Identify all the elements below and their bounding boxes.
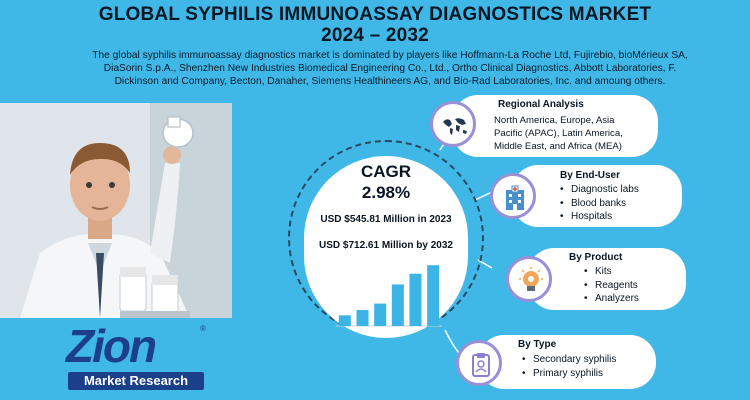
- chart-bar: [427, 265, 440, 326]
- product-list: Kits Reagents Analyzers: [584, 265, 639, 306]
- regional-title: Regional Analysis: [498, 99, 584, 110]
- logo-subtitle: Market Research: [83, 373, 189, 388]
- type-list: Secondary syphilis Primary syphilis: [522, 353, 616, 380]
- intro-line-3: Dickinson and Company, Becton, Danaher, …: [114, 76, 666, 87]
- clipboard-icon: [472, 353, 490, 377]
- list-item: Blood banks: [560, 197, 639, 211]
- logo-registered-mark: ®: [200, 324, 206, 333]
- lightbulb-gear-icon: [519, 267, 543, 291]
- logo-banner: [68, 372, 204, 390]
- cagr-label: CAGR: [360, 162, 412, 181]
- type-title: By Type: [518, 339, 557, 350]
- chart-bar: [409, 273, 422, 326]
- page-title: GLOBAL SYPHILIS IMMUNOASSAY DIAGNOSTICS …: [0, 4, 750, 46]
- end-user-icon-badge: [490, 173, 536, 219]
- product-title: By Product: [569, 252, 623, 263]
- intro-line-2: DiaSorin S.p.A., Shenzhen New Industries…: [103, 63, 677, 74]
- title-line-2: 2024 – 2032: [321, 25, 429, 46]
- end-user-title: By End-User: [560, 170, 621, 181]
- scientist-photo: [0, 103, 232, 318]
- regional-text: North America, Europe, Asia Pacific (APA…: [494, 114, 654, 153]
- zion-logo: Zion ® Market Research: [62, 322, 212, 396]
- market-size-2023: USD $545.81 Million in 2023: [320, 214, 452, 225]
- regional-line-2: Pacific (APAC), Latin America,: [494, 128, 623, 139]
- world-map-icon: [443, 118, 467, 135]
- market-size-2032: USD $712.61 Million by 2032: [319, 240, 453, 251]
- intro-line-1: The global syphilis immunoassay diagnost…: [92, 50, 688, 61]
- intro-text: The global syphilis immunoassay diagnost…: [40, 49, 740, 88]
- list-item: Reagents: [584, 279, 639, 293]
- list-item: Kits: [584, 265, 639, 279]
- regional-line-3: Middle East, and Africa (MEA): [494, 141, 622, 152]
- list-item: Diagnostic labs: [560, 183, 639, 197]
- chart-bar: [374, 303, 387, 326]
- scientist-illustration: [0, 103, 232, 318]
- end-user-list: Diagnostic labs Blood banks Hospitals: [560, 183, 639, 224]
- regional-icon-badge: [430, 101, 476, 147]
- product-icon-badge: [506, 256, 552, 302]
- chart-bar: [338, 315, 351, 326]
- title-line-1: GLOBAL SYPHILIS IMMUNOASSAY DIAGNOSTICS …: [98, 4, 652, 25]
- list-item: Secondary syphilis: [522, 353, 616, 367]
- type-icon-badge: [456, 340, 502, 386]
- chart-bar: [391, 284, 404, 326]
- chart-bar: [356, 310, 369, 326]
- list-item: Hospitals: [560, 210, 639, 224]
- cagr-value: 2.98%: [361, 183, 411, 202]
- regional-analysis-card: [452, 95, 658, 157]
- regional-line-1: North America, Europe, Asia: [494, 115, 615, 126]
- list-item: Analyzers: [584, 292, 639, 306]
- growth-bar-chart: [336, 265, 442, 327]
- hospital-building-icon: [506, 185, 524, 210]
- logo-wordmark: Zion: [66, 320, 157, 372]
- list-item: Primary syphilis: [522, 367, 616, 381]
